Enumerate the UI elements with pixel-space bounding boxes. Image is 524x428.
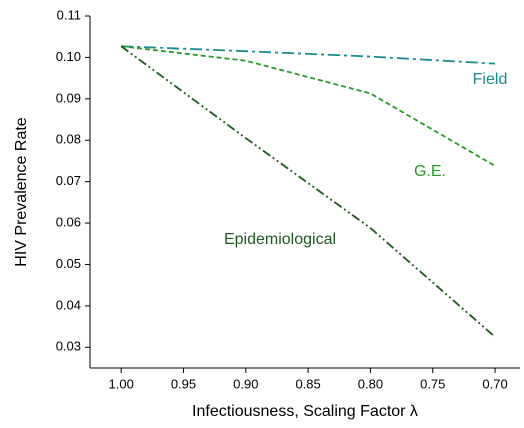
y-tick-label: 0.04 <box>56 297 81 312</box>
x-tick-label: 0.80 <box>358 376 383 391</box>
y-tick-label: 0.05 <box>56 256 81 271</box>
x-tick-label: 0.85 <box>295 376 320 391</box>
y-tick-label: 0.11 <box>57 7 81 22</box>
y-tick-label: 0.03 <box>56 339 81 354</box>
y-tick-label: 0.10 <box>56 49 81 64</box>
series-label: Field <box>473 71 508 88</box>
x-tick-label: 0.75 <box>420 376 445 391</box>
y-axis-label: HIV Prevalence Rate <box>13 117 30 267</box>
series-label: Epidemiological <box>224 231 336 248</box>
series-line <box>120 45 496 338</box>
series-line <box>121 45 496 167</box>
x-tick-label: 1.00 <box>109 376 134 391</box>
series-line <box>121 45 496 65</box>
x-axis-label: Infectiousness, Scaling Factor λ <box>192 403 418 420</box>
y-tick-label: 0.08 <box>56 132 81 147</box>
y-tick-label: 0.09 <box>56 90 81 105</box>
y-tick-label: 0.06 <box>56 214 81 229</box>
series-label: G.E. <box>414 163 446 180</box>
x-tick-label: 0.70 <box>482 376 507 391</box>
x-tick-label: 0.90 <box>233 376 258 391</box>
x-tick-label: 0.95 <box>171 376 196 391</box>
y-tick-label: 0.07 <box>56 173 81 188</box>
